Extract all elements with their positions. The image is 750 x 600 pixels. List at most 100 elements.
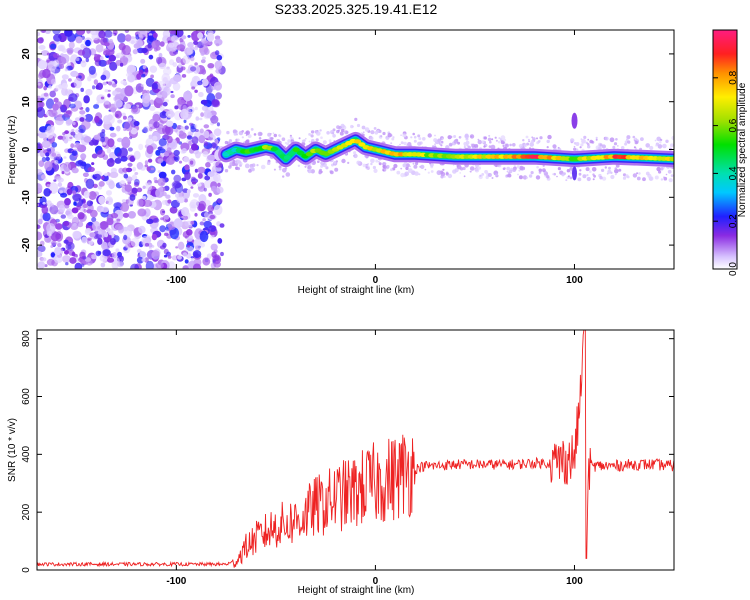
noise-blob — [199, 230, 209, 243]
ridge-halo-speck — [667, 169, 672, 174]
ridge-halo-speck — [310, 134, 314, 138]
ridge-halo-speck — [245, 130, 250, 135]
ridge-halo-speck — [665, 139, 669, 143]
noise-blob — [142, 185, 146, 189]
ridge-halo-speck — [317, 160, 320, 163]
noise-blob — [155, 262, 164, 269]
noise-blob — [158, 171, 167, 179]
ridge-halo-speck — [325, 166, 329, 170]
ridge-halo-speck — [239, 164, 242, 167]
ridge-halo-speck — [634, 141, 638, 145]
noise-blob — [174, 73, 182, 83]
noise-blob — [191, 136, 199, 145]
noise-blob — [102, 142, 107, 146]
noise-blob — [38, 160, 45, 168]
noise-blob — [197, 32, 204, 39]
ridge-halo-speck — [487, 137, 492, 142]
noise-blob — [87, 221, 93, 226]
noise-blob — [213, 81, 222, 91]
noise-blob — [72, 121, 76, 126]
noise-blob — [73, 77, 82, 89]
noise-blob — [61, 171, 65, 175]
ridge-halo-speck — [557, 167, 562, 171]
y-tick-label: 0 — [21, 567, 32, 573]
noise-blob — [116, 218, 121, 222]
noise-blob — [164, 214, 170, 220]
ridge-halo-speck — [658, 170, 662, 174]
noise-blob — [120, 79, 127, 85]
ridge-halo-speck — [538, 171, 542, 174]
noise-blob — [70, 70, 79, 77]
noise-blob — [69, 136, 73, 139]
noise-blob — [64, 130, 69, 135]
ridge-halo-speck — [527, 138, 530, 141]
ridge-halo-speck — [613, 142, 618, 146]
noise-blob — [81, 120, 91, 130]
noise-blob — [146, 190, 151, 195]
noise-blob — [55, 223, 63, 230]
noise-blob — [216, 54, 223, 61]
ridge-halo-speck — [378, 160, 380, 163]
noise-blob — [129, 194, 136, 201]
ridge-halo-speck — [373, 168, 378, 173]
ridge-halo-speck — [285, 172, 291, 177]
noise-blob — [168, 113, 172, 117]
ridge-halo-speck — [350, 124, 354, 129]
noise-blob — [190, 56, 195, 62]
noise-blob — [182, 55, 191, 65]
noise-blob — [131, 187, 138, 194]
noise-blob — [187, 244, 190, 248]
noise-blob — [59, 64, 65, 69]
noise-blob — [207, 205, 214, 212]
ridge-halo-speck — [657, 144, 663, 149]
y-tick-label: 400 — [21, 446, 32, 463]
ridge-halo-speck — [587, 143, 590, 146]
noise-blob — [44, 264, 48, 268]
noise-blob — [130, 237, 140, 248]
noise-blob — [201, 68, 207, 75]
ridge-halo-speck — [604, 136, 609, 141]
noise-blob — [51, 142, 58, 148]
noise-blob — [163, 185, 170, 191]
noise-blob — [162, 77, 168, 83]
ridge-halo-speck — [589, 170, 592, 173]
ridge-halo-speck — [409, 165, 412, 168]
ridge-halo-speck — [620, 146, 625, 150]
ridge-halo-speck — [525, 176, 529, 179]
noise-blob — [76, 30, 86, 36]
noise-blob — [165, 194, 171, 199]
noise-blob — [75, 36, 83, 44]
ridge-halo-speck — [509, 143, 512, 147]
ridge-halo-speck — [671, 135, 674, 141]
noise-blob — [192, 250, 202, 259]
noise-blob — [190, 186, 194, 189]
ridge-halo-speck — [513, 164, 516, 167]
ridge-halo-speck — [580, 138, 583, 141]
noise-blob — [53, 253, 63, 264]
ridge-halo-speck — [267, 132, 272, 137]
noise-blob — [74, 100, 82, 109]
noise-blob — [129, 136, 133, 140]
ridge-halo-speck — [477, 138, 480, 141]
ridge-halo-speck — [546, 139, 550, 144]
ridge-halo-speck — [434, 134, 436, 137]
ridge-halo-speck — [427, 133, 432, 138]
noise-blob — [42, 212, 51, 222]
noise-blob — [199, 128, 204, 134]
ridge-halo-speck — [382, 165, 387, 169]
x-tick-label: -100 — [166, 275, 186, 286]
noise-blob — [125, 73, 131, 77]
noise-blob — [151, 82, 159, 90]
noise-blob — [178, 63, 182, 68]
noise-blob — [85, 227, 92, 234]
noise-blob — [210, 243, 218, 251]
noise-blob — [109, 126, 115, 131]
noise-blob — [57, 243, 62, 248]
noise-blob — [181, 148, 187, 154]
ridge-halo-speck — [575, 142, 580, 146]
noise-blob — [166, 156, 175, 165]
ridge-halo-speck — [420, 164, 425, 169]
noise-blob — [141, 47, 148, 54]
ridge-halo-speck — [405, 166, 409, 171]
noise-blob — [63, 156, 67, 159]
